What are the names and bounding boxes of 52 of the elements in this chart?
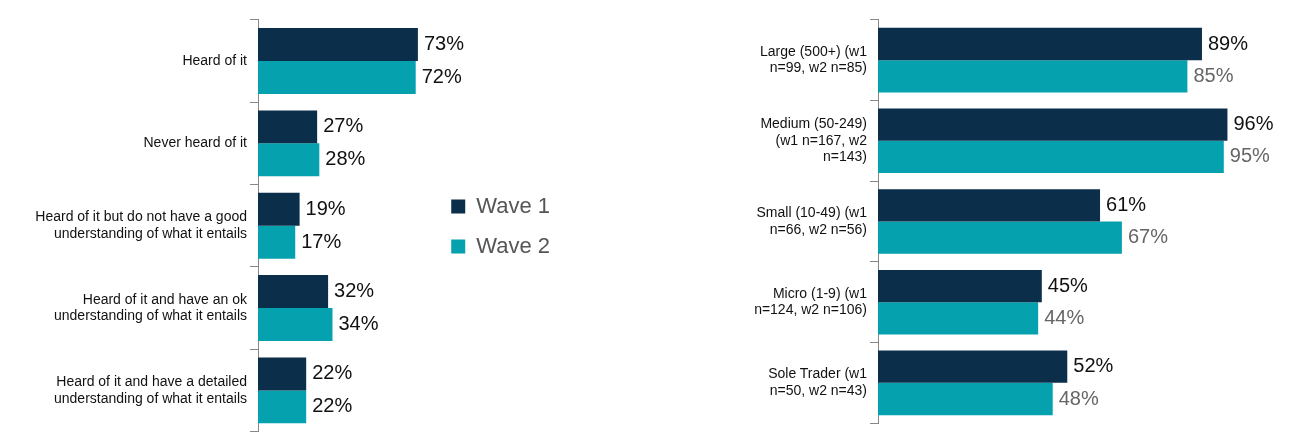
- bar: [878, 302, 1039, 335]
- data-label: 22%: [312, 361, 353, 384]
- data-label: 61%: [1106, 192, 1147, 215]
- bar: [258, 275, 329, 309]
- data-label: 45%: [1047, 273, 1089, 296]
- legend-label: Wave 1: [476, 192, 551, 218]
- data-label: 73%: [423, 32, 465, 55]
- bar: [258, 143, 320, 177]
- y-tick-label: Medium (50-249) (w1 n=167, w2 n=143): [760, 114, 868, 165]
- data-label: 27%: [323, 114, 364, 137]
- data-label: 89%: [1207, 31, 1249, 54]
- bar: [258, 357, 307, 391]
- data-label: 32%: [334, 279, 375, 302]
- data-label: 95%: [1229, 144, 1271, 167]
- bar: [258, 60, 416, 94]
- data-label: 17%: [301, 229, 342, 252]
- data-label: 52%: [1073, 354, 1114, 377]
- bar: [258, 225, 296, 259]
- data-label: 96%: [1233, 112, 1274, 135]
- bar: [878, 27, 1202, 61]
- y-tick-label: Heard of it: [182, 51, 248, 68]
- data-label: 19%: [305, 196, 346, 219]
- bar: [878, 221, 1122, 254]
- bar: [258, 28, 418, 61]
- data-label: 48%: [1058, 386, 1099, 409]
- y-tick-label: Small (10-49) (w1 n=66, w2 n=56): [756, 203, 868, 237]
- y-tick-label: Sole Trader (w1 n=50, w2 n=43): [768, 365, 868, 399]
- y-tick-label: Heard of it and have a detailed understanding of what it entails: [53, 372, 247, 406]
- bar: [258, 192, 300, 226]
- data-label: 85%: [1193, 63, 1234, 86]
- bar: [878, 108, 1228, 141]
- bar: [878, 269, 1042, 303]
- data-label: 34%: [338, 312, 379, 335]
- bar: [878, 140, 1224, 174]
- data-label: 44%: [1044, 305, 1085, 328]
- data-label: 28%: [325, 147, 366, 170]
- data-label: 22%: [312, 394, 353, 417]
- bar: [878, 382, 1053, 416]
- bar: [878, 60, 1188, 93]
- data-label: 72%: [421, 64, 462, 87]
- bar: [878, 189, 1101, 222]
- y-tick-label: Heard of it but do not have a good understanding of what it entails: [35, 208, 247, 241]
- bar: [258, 308, 333, 341]
- y-tick-label: Never heard of it: [143, 134, 248, 151]
- legend-label: Wave 2: [476, 232, 551, 258]
- data-label: 67%: [1127, 225, 1169, 248]
- bar: [258, 110, 318, 144]
- y-tick-label: Micro (1-9) (w1 n=124, w2 n=106): [754, 284, 868, 318]
- y-tick-label: Large (500+) (w1 n=99, w2 n=85): [759, 42, 868, 76]
- bar: [258, 390, 307, 424]
- y-tick-label: Heard of it and have an ok understanding of what it entails: [53, 290, 248, 324]
- bar: [878, 350, 1068, 383]
